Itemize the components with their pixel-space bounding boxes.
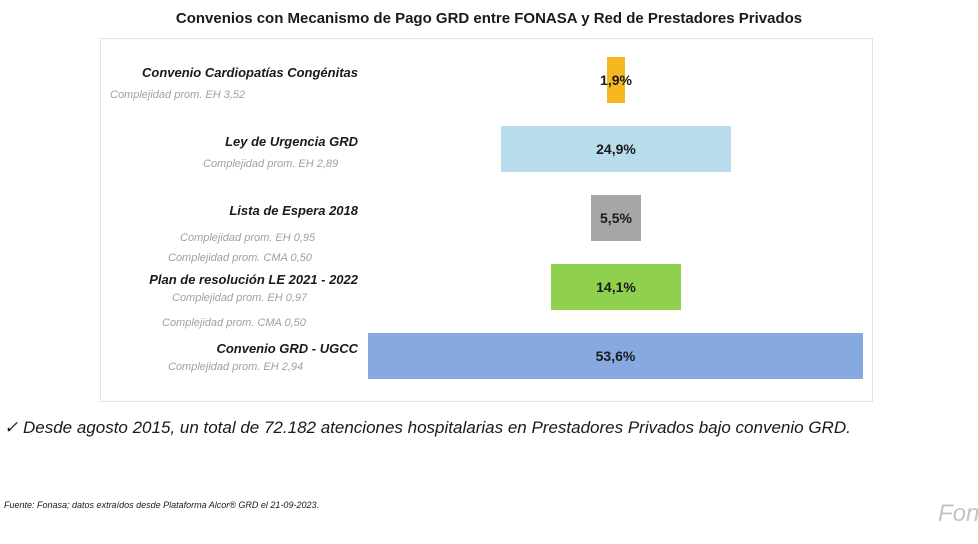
bar-value-label: 5,5% (600, 210, 632, 226)
bar-1: 1,9% (600, 57, 632, 103)
bar-2: 24,9% (501, 126, 731, 172)
complexity-label: Complejidad prom. CMA 0,50 (162, 317, 306, 329)
bar-value-label: 24,9% (596, 141, 636, 157)
complexity-label: Complejidad prom. EH 0,97 (172, 292, 308, 304)
chart-title: Convenios con Mecanismo de Pago GRD entr… (175, 10, 803, 27)
complexity-label: Complejidad prom. EH 3,52 (110, 89, 246, 101)
summary-note: ✓ Desde agosto 2015, un total de 72.182 … (4, 418, 851, 437)
bar-4: 14,1% (551, 264, 681, 310)
complexity-label: Complejidad prom. EH 0,95 (180, 232, 316, 244)
fonasa-logo: Fonasa (938, 500, 978, 527)
category-label: Convenio Cardiopatías Congénitas (142, 65, 358, 80)
bar-value-label: 14,1% (596, 279, 636, 295)
bar-value-label: 1,9% (600, 72, 632, 88)
category-label: Plan de resolución LE 2021 - 2022 (149, 272, 358, 287)
source-note: Fuente: Fonasa; datos extraídos desde Pl… (4, 500, 319, 510)
complexity-label: Complejidad prom. EH 2,89 (203, 158, 339, 170)
bar-5: 53,6% (368, 333, 863, 379)
bar-3: 5,5% (590, 195, 642, 241)
complexity-label: Complejidad prom. EH 2,94 (168, 361, 304, 373)
complexity-label: Complejidad prom. CMA 0,50 (168, 252, 312, 264)
category-label: Ley de Urgencia GRD (225, 134, 358, 149)
bar-value-label: 53,6% (595, 348, 636, 364)
category-label: Convenio GRD - UGCC (216, 341, 358, 356)
category-label: Lista de Espera 2018 (229, 203, 358, 218)
